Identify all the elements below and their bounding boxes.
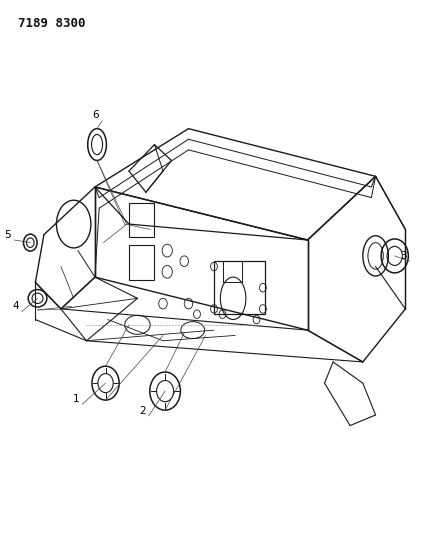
Bar xyxy=(129,203,155,237)
Text: 3: 3 xyxy=(400,251,407,261)
Text: 2: 2 xyxy=(139,406,146,416)
Text: 4: 4 xyxy=(12,301,19,311)
Text: 7189 8300: 7189 8300 xyxy=(18,17,86,30)
Bar xyxy=(223,261,242,282)
Text: 6: 6 xyxy=(92,110,99,120)
Text: 1: 1 xyxy=(72,394,79,404)
Bar xyxy=(214,261,265,314)
Text: 5: 5 xyxy=(4,230,11,240)
Bar xyxy=(129,245,155,280)
